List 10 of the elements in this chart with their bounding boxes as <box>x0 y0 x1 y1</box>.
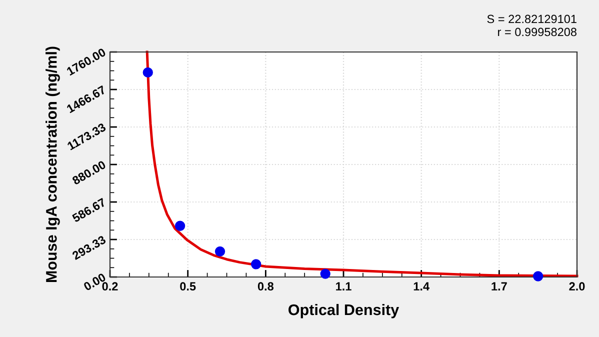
text: r = 0.99958208 <box>498 28 576 36</box>
x-tick-label: 1.7 <box>492 282 507 290</box>
x-tick-label: 1.1 <box>336 282 352 290</box>
x-tick-label: 0.5 <box>180 282 196 291</box>
y-axis-title: Mouse IgA concentration (ng/ml) <box>46 46 60 282</box>
x-tick-label: 2.0 <box>569 282 585 291</box>
text: S = 22.82129101 <box>487 14 576 24</box>
x-tick-label: 1.4 <box>414 282 430 290</box>
x-tick-label: 0.8 <box>258 282 274 291</box>
x-axis-title: Optical Density <box>288 304 400 318</box>
